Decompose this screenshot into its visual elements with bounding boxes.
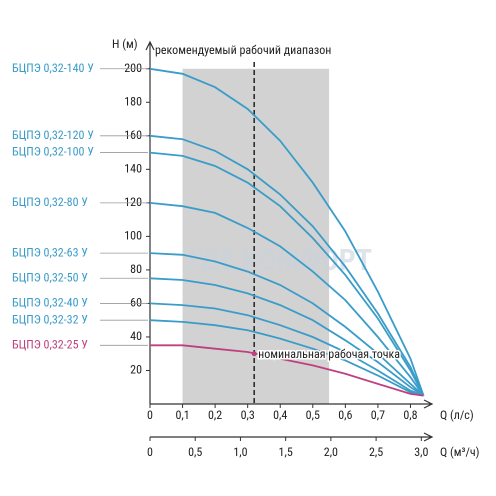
y-axis: [145, 40, 155, 404]
y-tick-label: 120: [124, 195, 142, 209]
x2-tick-label: 1,5: [279, 445, 293, 459]
curve: [150, 344, 424, 397]
y-tick-label: 200: [124, 61, 142, 75]
curve: [149, 252, 425, 397]
series-label: БЦПЭ 0,32-80 У: [12, 195, 88, 209]
y-tick-label: 180: [124, 94, 142, 108]
series-label: БЦПЭ 0,32-50 У: [12, 270, 88, 284]
x2-tick-label: 2,5: [369, 445, 383, 459]
x-tick-label: 0,7: [371, 408, 385, 422]
y-tick-label: 140: [124, 162, 142, 176]
x2-tick-label: 3,0: [414, 445, 428, 459]
x-tick-label: 0,4: [273, 408, 287, 422]
range-label: рекомендуемый рабочий диапазон: [155, 43, 331, 57]
y-axis-label: H (м): [112, 37, 138, 51]
y-tick-label: 40: [130, 329, 142, 343]
y-tick-label: 160: [124, 128, 142, 142]
series-label: БЦПЭ 0,32-32 У: [12, 312, 88, 326]
x-axis-label: Q (л/с): [440, 408, 474, 422]
curve: [149, 277, 424, 397]
curve: [149, 302, 424, 397]
curve: [149, 202, 425, 397]
series-label: БЦПЭ 0,32-25 У: [12, 338, 88, 352]
curve: [149, 67, 425, 396]
series-label: БЦПЭ 0,32-100 У: [12, 145, 94, 159]
curve: [149, 151, 425, 397]
x2-tick-label: 0: [147, 445, 153, 459]
x-tick-label: 0,1: [175, 408, 189, 422]
x-tick-label: 0,8: [403, 408, 417, 422]
x-tick-label: 0,3: [241, 408, 255, 422]
series-label: БЦПЭ 0,32-40 У: [12, 296, 88, 310]
x-tick-label: 0,6: [338, 408, 352, 422]
nominal-point: [251, 351, 257, 357]
curve: [149, 134, 425, 396]
y-tick-label: 100: [124, 229, 142, 243]
x2-axis-label: Q (м³/ч): [440, 445, 479, 459]
x-tick-label: 0: [147, 408, 153, 422]
x2-tick-label: 2,0: [324, 445, 338, 459]
curve: [149, 319, 424, 397]
x2-tick-label: 1,0: [233, 445, 247, 459]
x2-tick-label: 0,5: [188, 445, 202, 459]
x-tick-label: 0,5: [306, 408, 320, 422]
x2-axis: [150, 432, 434, 442]
y-tick-label: 80: [130, 262, 142, 276]
x-tick-label: 0,2: [208, 408, 222, 422]
series-label: БЦПЭ 0,32-140 У: [12, 61, 94, 75]
y-tick-label: 60: [130, 296, 142, 310]
series-label: БЦПЭ 0,32-120 У: [12, 128, 94, 142]
nominal-label: номинальная рабочая точка: [258, 347, 400, 361]
series-label: БЦПЭ 0,32-63 У: [12, 245, 88, 259]
y-tick-label: 20: [130, 363, 142, 377]
x-axis: [150, 399, 434, 409]
